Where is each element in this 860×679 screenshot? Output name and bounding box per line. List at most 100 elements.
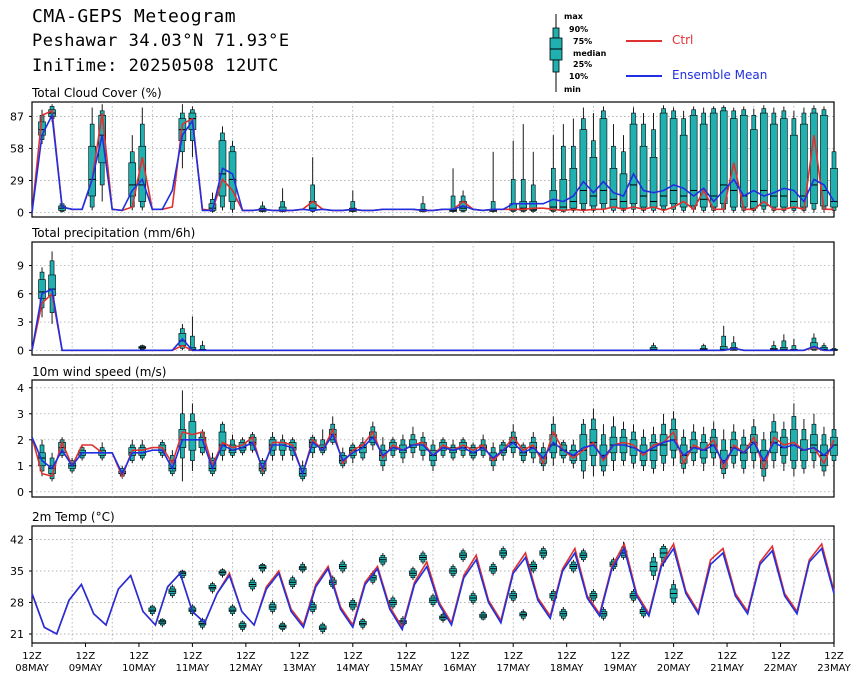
ensemble-box [228, 604, 237, 616]
ytick-label: 0 [17, 207, 24, 220]
ensemble-box [469, 591, 477, 605]
xtick-date-label: 08MAY [15, 663, 49, 674]
xtick-date-label: 23MAY [817, 663, 851, 674]
ensemble-box [278, 434, 287, 461]
box-legend-glyph [549, 14, 563, 92]
ensemble-box [579, 107, 588, 213]
ensemble-box [810, 413, 818, 469]
legend-min-label: min [564, 85, 581, 94]
xtick-hour-label: 12Z [450, 651, 470, 662]
ensemble-box [619, 135, 628, 213]
ytick-label: 21 [10, 628, 24, 641]
init-time-label: IniTime: 20250508 12UTC [32, 56, 279, 76]
ensemble-box [338, 559, 347, 574]
ensemble-box [709, 106, 718, 213]
ensemble-box [790, 338, 798, 351]
xtick-hour-label: 12Z [771, 651, 791, 662]
ensemble-box [359, 617, 367, 630]
ensemble-box [519, 609, 528, 621]
ensemble-box [649, 426, 658, 474]
ensemble-box [318, 622, 327, 634]
xtick-date-label: 22MAY [764, 663, 798, 674]
ensemble-box [298, 562, 307, 574]
ensemble-box [529, 559, 538, 574]
ensemble-box [780, 334, 788, 351]
ensemble-box [579, 548, 588, 562]
xtick-hour-label: 12Z [22, 651, 42, 662]
xtick-hour-label: 12Z [396, 651, 416, 662]
ensemble-box [188, 403, 197, 471]
ensemble-box [138, 344, 147, 351]
ensemble-box [790, 403, 798, 477]
ensemble-box [770, 413, 778, 469]
panel-title: Total precipitation (mm/6h) [31, 226, 195, 240]
ensemble-box [729, 107, 738, 213]
ensemble-box [48, 251, 56, 324]
xtick-date-label: 14MAY [336, 663, 370, 674]
ensemble-box [569, 559, 578, 574]
ensemble-box [38, 267, 46, 318]
ensemble-mean-line [31, 546, 835, 636]
ensemble-box [238, 620, 247, 632]
ensemble-box [830, 146, 838, 213]
xtick-hour-label: 12Z [717, 651, 737, 662]
xtick-date-label: 09MAY [69, 663, 103, 674]
ensemble-box [188, 316, 197, 351]
ensemble-box [719, 325, 728, 351]
ensemble-box [669, 107, 678, 213]
ensemble-box [699, 107, 708, 213]
legend-p25-label: 25% [573, 60, 593, 69]
ensemble-box [709, 421, 718, 466]
xtick-hour-label: 12Z [290, 651, 310, 662]
ensemble-box [749, 108, 758, 213]
ensemble-box [589, 113, 598, 213]
ensemble-box [288, 575, 297, 589]
ensemble-box [649, 342, 658, 351]
ensemble-box [800, 419, 808, 474]
ensemble-box [248, 577, 257, 592]
ensemble-box [569, 118, 578, 213]
ytick-label: 42 [10, 534, 24, 547]
xtick-hour-label: 12Z [664, 651, 684, 662]
xtick-hour-label: 12Z [183, 651, 203, 662]
ytick-label: 0 [17, 344, 24, 357]
panel-title: 10m wind speed (m/s) [32, 365, 166, 379]
ensemble-box [609, 124, 618, 213]
ensemble-box [529, 151, 538, 213]
ensemble-box [649, 113, 658, 213]
ensemble-box [770, 107, 778, 213]
ensemble-box [218, 568, 227, 578]
ytick-label: 3 [17, 316, 24, 329]
legend-median-label: median [573, 49, 607, 58]
xtick-date-label: 19MAY [603, 663, 637, 674]
ensemble-box [719, 429, 728, 479]
xtick-date-label: 18MAY [550, 663, 584, 674]
ytick-label: 29 [10, 175, 24, 188]
xtick-hour-label: 12Z [343, 651, 363, 662]
xtick-date-label: 10MAY [122, 663, 156, 674]
ensemble-box [158, 618, 167, 628]
ytick-label: 28 [10, 597, 24, 610]
xtick-date-label: 11MAY [176, 663, 210, 674]
ensemble-box [218, 421, 227, 461]
ytick-label: 1 [17, 460, 24, 473]
ytick-label: 9 [17, 260, 24, 273]
xtick-date-label: 12MAY [229, 663, 263, 674]
xtick-hour-label: 12Z [129, 651, 149, 662]
ensemble-box [409, 566, 417, 580]
xtick-hour-label: 12Z [824, 651, 844, 662]
ensemble-box [699, 343, 708, 351]
ensemble-box [559, 607, 568, 621]
ensemble-box [559, 124, 568, 213]
ensemble-box [719, 105, 728, 213]
ensemble-box [178, 390, 187, 482]
ensemble-box [439, 612, 447, 623]
legend-p10-label: 10% [569, 72, 589, 81]
ytick-label: 35 [10, 565, 24, 578]
ytick-label: 6 [17, 288, 24, 301]
ensemble-box [449, 564, 457, 578]
xtick-hour-label: 12Z [76, 651, 96, 662]
ensemble-box [389, 595, 397, 610]
